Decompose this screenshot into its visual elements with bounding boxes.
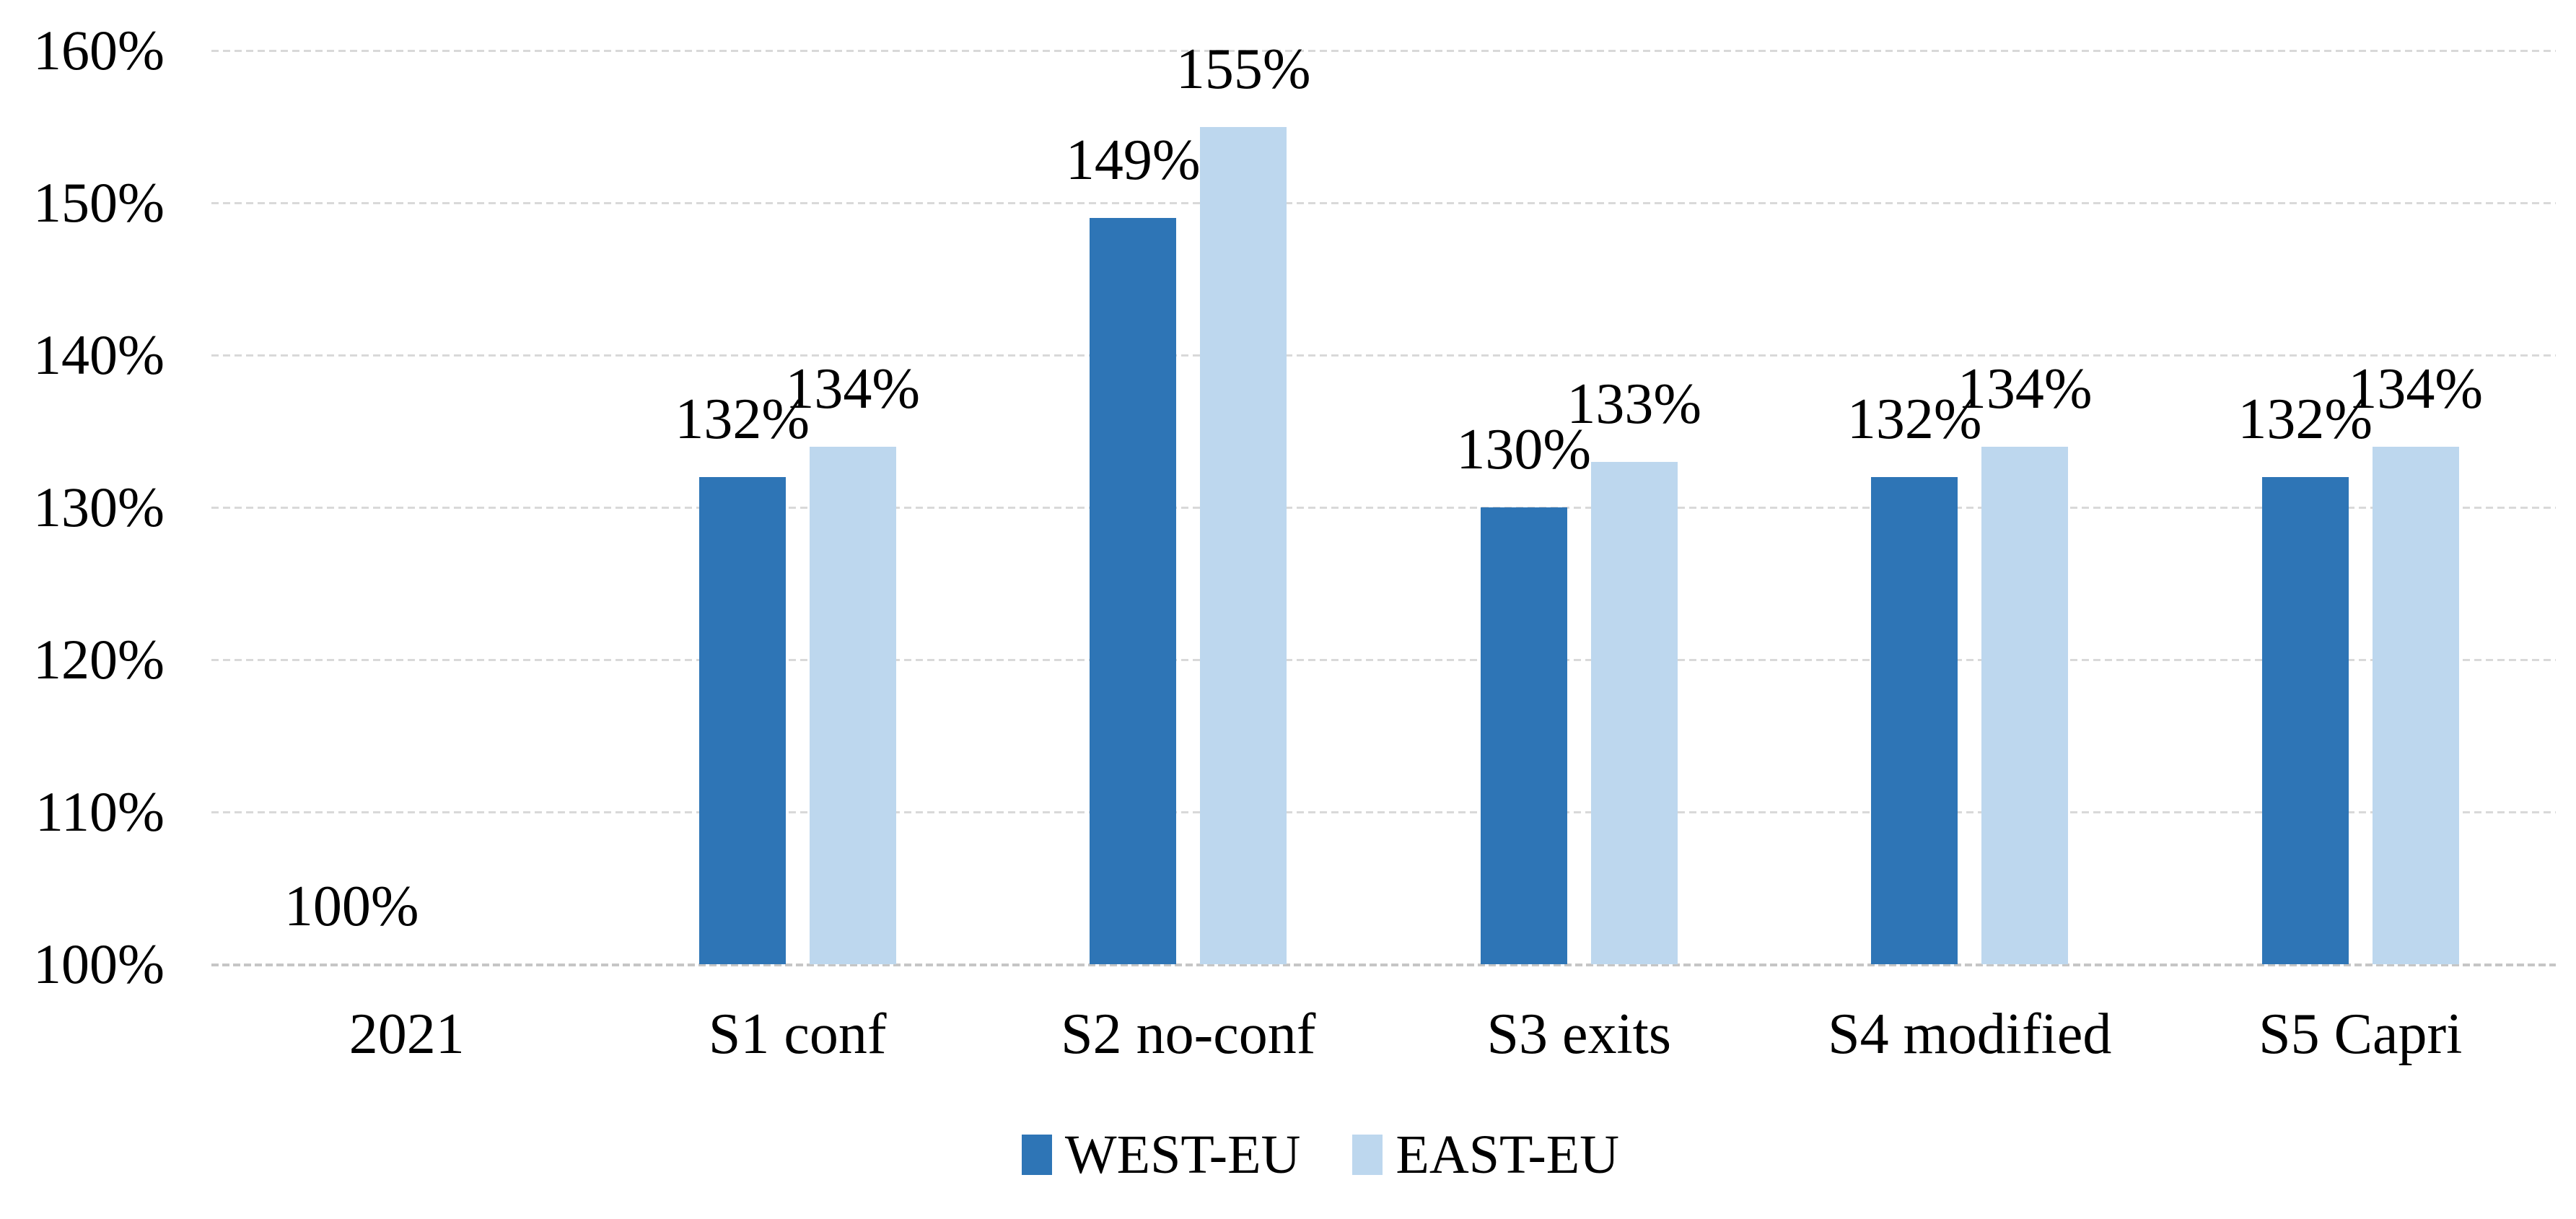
bar-east-eu xyxy=(809,446,896,964)
gridline xyxy=(211,811,2556,813)
gridline xyxy=(211,507,2556,509)
data-label-west-eu: 130% xyxy=(1456,418,1592,481)
legend-label: WEST-EU xyxy=(1064,1124,1301,1185)
y-tick-label: 100% xyxy=(33,932,165,995)
x-axis-line xyxy=(211,964,2556,966)
x-category-label: S1 conf xyxy=(708,1002,887,1066)
gridline xyxy=(211,659,2556,661)
bar-west-eu xyxy=(2261,476,2349,964)
y-tick-label: 130% xyxy=(33,476,165,538)
x-category-label: S5 Capri xyxy=(2259,1002,2463,1066)
data-label-east-eu: 134% xyxy=(1957,357,2093,421)
bar-west-eu xyxy=(1090,218,1177,964)
plot-area: 100% 132% 134% 149% 155% 130% 133% 132% 134% 132%… xyxy=(211,40,2556,966)
bar-west-eu xyxy=(1480,507,1567,964)
y-tick-label: 150% xyxy=(33,171,165,234)
gridline xyxy=(211,50,2556,52)
x-category-label: S4 modified xyxy=(1828,1002,2112,1066)
y-tick-label: 140% xyxy=(33,323,165,386)
x-category-label: 2021 xyxy=(349,1002,465,1066)
bar-east-eu xyxy=(2372,446,2459,964)
bar-east-eu xyxy=(1200,126,1287,964)
y-tick-label: 160% xyxy=(33,19,165,82)
x-category-label: S3 exits xyxy=(1486,1002,1672,1066)
legend-item-west-eu: WEST-EU xyxy=(1021,1124,1301,1185)
legend-label: EAST-EU xyxy=(1396,1124,1620,1185)
y-tick-label: 120% xyxy=(33,628,165,691)
legend-swatch-icon xyxy=(1021,1135,1052,1175)
gridline xyxy=(211,202,2556,204)
legend: WEST-EU EAST-EU xyxy=(0,1115,2576,1194)
data-label-east-eu: 155% xyxy=(1175,37,1311,101)
data-label-east-eu: 134% xyxy=(2348,357,2484,421)
legend-swatch-icon xyxy=(1352,1135,1383,1175)
data-label-west-eu: 132% xyxy=(1846,387,1982,451)
data-label-west-eu: 132% xyxy=(2238,387,2373,451)
bar-east-eu xyxy=(1590,461,1678,964)
gridline xyxy=(211,354,2556,357)
bar-west-eu xyxy=(1871,476,1958,964)
data-label-east-eu: 133% xyxy=(1567,372,1702,436)
x-category-label: S2 no-conf xyxy=(1061,1002,1316,1066)
data-label-east-eu: 134% xyxy=(785,357,921,421)
bar-east-eu xyxy=(1981,446,2069,964)
y-tick-label: 110% xyxy=(35,780,165,843)
data-label-west-eu: 100% xyxy=(284,875,419,938)
data-label-west-eu: 149% xyxy=(1065,128,1201,193)
bar-west-eu xyxy=(698,476,786,964)
data-label-west-eu: 132% xyxy=(675,387,810,451)
legend-item-east-eu: EAST-EU xyxy=(1352,1127,1619,1182)
